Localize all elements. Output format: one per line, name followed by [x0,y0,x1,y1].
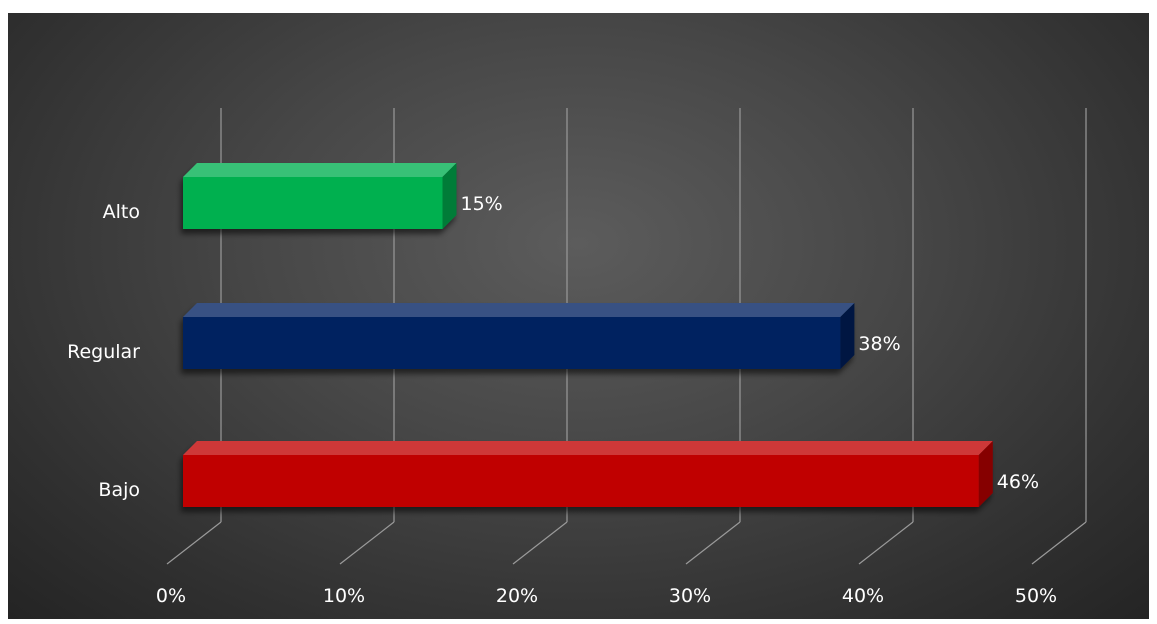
category-label: Alto [103,201,140,223]
bar-end-face [442,163,457,229]
x-tick-label: 50% [1015,585,1057,607]
x-tick-label: 20% [496,585,538,607]
floor-gridline [685,521,741,565]
bar-end-face [978,441,993,507]
bar-top-face [183,303,855,317]
value-label: 46% [997,471,1039,493]
floor-gridline [339,521,395,565]
bar-front-face [183,177,443,229]
floor-gridline [166,521,222,565]
floor-gridline [512,521,568,565]
bar-top-face [183,441,993,455]
x-tick-label: 0% [156,585,186,607]
bar-alto [183,163,457,229]
bar-bajo [183,441,993,507]
value-label: 38% [858,333,900,355]
x-tick-label: 10% [323,585,365,607]
bar-front-face [183,455,979,507]
bar-regular [183,303,855,369]
x-tick-label: 30% [669,585,711,607]
bar-top-face [183,163,457,177]
bar-front-face [183,317,841,369]
x-tick-label: 40% [842,585,884,607]
floor-gridline [1031,521,1087,565]
value-label: 15% [461,193,503,215]
bar-end-face [840,303,855,369]
labels: 0% 10% 20% 30% 40% 50% Alto 15% Regular 38% Bajo 46… [67,193,1057,607]
bars [183,163,993,507]
category-label: Regular [67,341,140,363]
floor-gridline [858,521,914,565]
category-label: Bajo [98,479,140,501]
